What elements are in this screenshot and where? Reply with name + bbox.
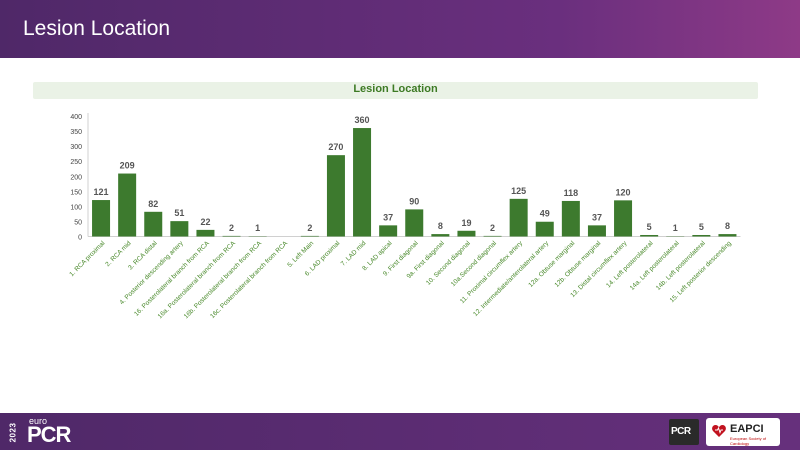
y-tick-label: 50 <box>74 219 82 226</box>
y-tick-label: 400 <box>70 114 82 121</box>
eapci-text: EAPCI <box>730 423 764 435</box>
data-label: 37 <box>592 212 602 222</box>
bar <box>300 235 319 237</box>
heart-icon <box>712 425 726 437</box>
data-label: 5 <box>647 222 652 232</box>
x-tick-label: 14. Left posterolateral <box>605 240 655 290</box>
data-label: 51 <box>174 208 184 218</box>
data-label: 209 <box>120 161 135 171</box>
data-label: 2 <box>307 223 312 233</box>
bar <box>118 173 137 237</box>
euro-label: euro <box>29 416 48 426</box>
x-tick-label: 14b. Left posterolateral <box>655 240 707 292</box>
y-tick-label: 100 <box>70 204 82 211</box>
data-label: 90 <box>409 196 419 206</box>
bar <box>718 234 737 237</box>
data-label: 8 <box>438 221 443 231</box>
bar <box>405 209 424 237</box>
bar <box>640 234 659 237</box>
y-tick-label: 350 <box>70 129 82 136</box>
y-tick-label: 200 <box>70 174 82 181</box>
x-tick-label: 1. RCA proximal <box>68 240 107 279</box>
bar <box>170 221 189 237</box>
y-tick-label: 150 <box>70 189 82 196</box>
x-tick-label: 10. Second diagonal <box>425 240 472 287</box>
data-label: 19 <box>461 218 471 228</box>
eapci-subtitle: European Society of Cardiology <box>730 436 767 446</box>
x-tick-label: 12b. Obtuse marginal <box>553 240 602 289</box>
header-bar: Lesion Location <box>0 0 800 58</box>
bar <box>483 235 502 237</box>
bar <box>431 234 450 237</box>
bar <box>144 211 163 237</box>
bar <box>614 200 633 237</box>
year-label: 2023 <box>8 422 18 443</box>
bar <box>379 225 398 237</box>
bar <box>457 230 476 237</box>
bar <box>509 198 528 237</box>
data-label: 120 <box>616 187 631 197</box>
pcr-logo: PCR <box>669 419 699 445</box>
x-tick-label: 14a. Left posterolateral <box>629 240 681 292</box>
data-label: 37 <box>383 212 393 222</box>
bar <box>92 200 111 237</box>
data-label: 8 <box>725 221 730 231</box>
data-label: 82 <box>148 199 158 209</box>
y-tick-label: 0 <box>78 235 82 242</box>
data-label: 49 <box>540 209 550 219</box>
bar <box>196 229 215 237</box>
bar <box>561 200 580 237</box>
chart-title-banner: Lesion Location <box>33 82 758 99</box>
x-tick-label: 7. LAD mid <box>340 240 368 268</box>
bar <box>692 234 711 237</box>
eapci-logo: EAPCI European Society of Cardiology <box>706 418 780 446</box>
data-label: 5 <box>699 222 704 232</box>
data-label: 121 <box>94 187 109 197</box>
bar <box>326 155 345 237</box>
y-tick-label: 300 <box>70 144 82 151</box>
year-label-box: 2023 <box>8 420 21 446</box>
data-label: 22 <box>200 217 210 227</box>
data-label: 1 <box>673 223 678 233</box>
pcr-logo-text: PCR <box>671 426 691 437</box>
data-label: 360 <box>355 115 370 125</box>
page-title: Lesion Location <box>23 17 171 40</box>
y-tick-label: 250 <box>70 159 82 166</box>
data-label: 2 <box>229 223 234 233</box>
bar <box>587 225 606 237</box>
footer-bar <box>0 413 800 450</box>
data-label: 2 <box>490 223 495 233</box>
data-label: 1 <box>255 223 260 233</box>
x-tick-label: 10a.Second diagonal <box>450 240 499 289</box>
data-label: 125 <box>511 186 526 196</box>
bar <box>353 128 372 237</box>
chart-title: Lesion Location <box>353 83 438 95</box>
data-label: 270 <box>328 142 343 152</box>
bar <box>535 221 554 237</box>
x-tick-label: 12a. Obtuse marginal <box>527 240 576 289</box>
bar <box>222 235 241 237</box>
europcr-logo-text: PCR <box>27 422 71 447</box>
data-label: 118 <box>564 188 579 198</box>
